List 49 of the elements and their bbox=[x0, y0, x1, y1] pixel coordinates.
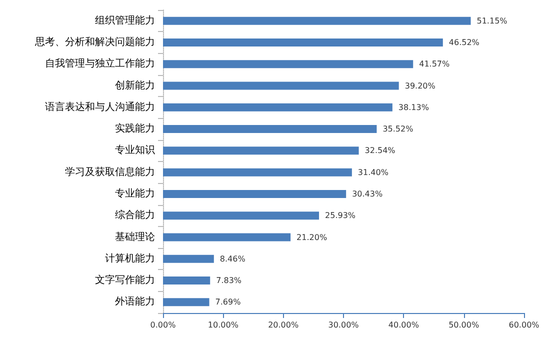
y-tick-label: 基础理论 bbox=[115, 230, 155, 243]
x-tick-label: 30.00% bbox=[328, 320, 360, 330]
data-label: 38.13% bbox=[398, 102, 430, 112]
x-tick-label: 50.00% bbox=[448, 320, 480, 330]
y-tick-label: 学习及获取信息能力 bbox=[65, 166, 155, 178]
bar bbox=[163, 298, 210, 306]
y-tick-label: 创新能力 bbox=[115, 79, 155, 92]
data-label: 31.40% bbox=[358, 168, 389, 177]
y-tick-label: 思考、分析和解决问题能力 bbox=[34, 36, 155, 48]
bar bbox=[163, 190, 346, 198]
bar bbox=[163, 146, 359, 155]
data-label: 7.83% bbox=[216, 276, 242, 286]
data-label: 51.15% bbox=[476, 16, 508, 26]
y-tick-label: 组织管理能力 bbox=[95, 14, 155, 26]
bar bbox=[163, 82, 399, 90]
x-tick-label: 40.00% bbox=[388, 320, 420, 330]
x-tick-label: 60.00% bbox=[508, 320, 540, 330]
y-tick-label: 专业知识 bbox=[115, 144, 155, 156]
data-label: 8.46% bbox=[220, 254, 246, 264]
bar bbox=[163, 168, 352, 176]
y-tick-label: 综合能力 bbox=[115, 209, 155, 222]
x-tick-label: 20.00% bbox=[268, 320, 299, 330]
bar bbox=[163, 38, 443, 46]
y-tick-label: 语言表达和与人沟通能力 bbox=[45, 100, 155, 113]
x-tick-label: 10.00% bbox=[208, 320, 239, 330]
bar bbox=[163, 103, 392, 112]
y-tick-label: 文字写作能力 bbox=[95, 274, 155, 286]
data-label: 21.20% bbox=[296, 232, 328, 242]
bar bbox=[163, 125, 377, 134]
data-label: 35.52% bbox=[382, 124, 414, 134]
data-label: 25.93% bbox=[325, 211, 356, 220]
data-label: 46.52% bbox=[448, 38, 480, 47]
bar bbox=[163, 254, 214, 263]
data-label: 32.54% bbox=[364, 146, 396, 156]
bar bbox=[163, 60, 414, 68]
y-tick-label: 计算机能力 bbox=[105, 252, 155, 264]
data-label: 7.69% bbox=[215, 298, 242, 307]
bar bbox=[163, 233, 291, 242]
y-tick-label: 外语能力 bbox=[115, 296, 155, 308]
x-tick-label: 0.00% bbox=[150, 320, 176, 330]
bar bbox=[163, 276, 210, 285]
data-label: 30.43% bbox=[352, 189, 383, 198]
y-tick-label: 自我管理与独立工作能力 bbox=[45, 58, 155, 70]
y-tick-label: 实践能力 bbox=[115, 122, 155, 135]
y-tick-label: 专业能力 bbox=[115, 187, 155, 200]
bar bbox=[163, 212, 320, 220]
data-label: 39.20% bbox=[404, 81, 436, 90]
data-label: 41.57% bbox=[419, 60, 450, 69]
bar bbox=[163, 16, 471, 25]
